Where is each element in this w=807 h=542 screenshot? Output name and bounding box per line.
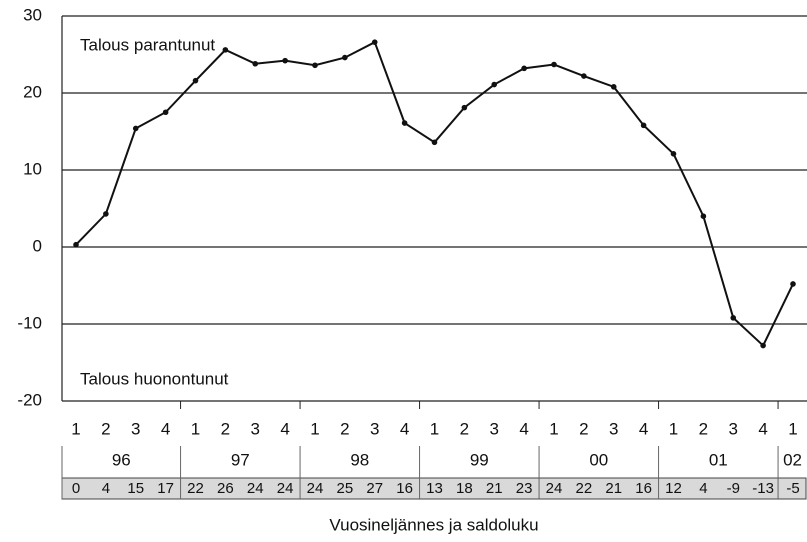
point — [252, 60, 259, 67]
point — [282, 57, 288, 64]
value-label: 13 — [426, 480, 443, 497]
x-tick-label: 4 — [161, 419, 170, 438]
point — [670, 151, 677, 157]
value-label: 4 — [699, 480, 707, 497]
point — [610, 84, 617, 90]
value-label: -13 — [752, 480, 774, 497]
x-tick-label: 2 — [101, 419, 110, 438]
x-tick-label: 1 — [549, 419, 558, 438]
value-label: 22 — [576, 480, 593, 497]
x-axis-label: Vuosineljännes ja saldoluku — [329, 515, 538, 534]
point — [760, 342, 766, 349]
value-label: 25 — [337, 480, 354, 497]
group-label: 98 — [350, 450, 369, 469]
group-label: 96 — [112, 450, 131, 469]
y-tick-label: 0 — [33, 236, 42, 255]
value-label: 24 — [247, 480, 264, 497]
x-tick-label: 3 — [490, 419, 499, 438]
value-label: 22 — [187, 480, 204, 497]
point — [581, 73, 587, 79]
x-tick-label: 3 — [251, 419, 260, 438]
point — [730, 315, 737, 321]
x-tick-label: 1 — [669, 419, 678, 438]
x-tick-label: 2 — [579, 419, 588, 438]
group-label: 97 — [231, 450, 250, 469]
point — [371, 39, 378, 45]
x-tick-label: 4 — [400, 419, 409, 438]
point — [461, 104, 468, 111]
point — [431, 139, 438, 146]
value-label: 27 — [366, 480, 383, 497]
x-tick-label: 2 — [699, 419, 708, 438]
point — [401, 120, 408, 126]
group-label: 00 — [589, 450, 608, 469]
point — [103, 211, 109, 217]
y-tick-label: -20 — [17, 390, 42, 409]
point — [551, 61, 557, 68]
value-label: 24 — [307, 480, 324, 497]
point — [73, 241, 79, 248]
point — [640, 122, 647, 129]
value-label: 15 — [127, 480, 144, 497]
value-label: 16 — [635, 480, 652, 497]
point — [790, 281, 796, 287]
point — [132, 125, 139, 132]
x-tick-label: 1 — [310, 419, 319, 438]
point — [700, 213, 707, 219]
group-label: 02 — [783, 450, 802, 469]
value-label: 18 — [456, 480, 473, 497]
value-label: -9 — [727, 480, 740, 497]
x-tick-label: 4 — [758, 419, 767, 438]
y-tick-label: 30 — [23, 5, 42, 24]
y-tick-label: 20 — [23, 82, 42, 101]
x-tick-label: 3 — [370, 419, 379, 438]
x-tick-label: 1 — [191, 419, 200, 438]
x-tick-label: 4 — [519, 419, 528, 438]
value-label: 26 — [217, 480, 234, 497]
x-tick-label: 1 — [71, 419, 80, 438]
x-tick-label: 4 — [280, 419, 289, 438]
x-tick-label: 2 — [221, 419, 230, 438]
point — [491, 81, 498, 88]
point — [342, 54, 348, 61]
x-tick-label: 2 — [340, 419, 349, 438]
x-tick-label: 2 — [460, 419, 469, 438]
x-tick-label: 1 — [788, 419, 797, 438]
value-label: 24 — [277, 480, 294, 497]
value-label: 24 — [546, 480, 563, 497]
value-label: 21 — [605, 480, 622, 497]
value-label: 4 — [102, 480, 110, 497]
y-tick-label: 10 — [23, 159, 42, 178]
group-label: 01 — [709, 450, 728, 469]
point — [192, 77, 199, 84]
value-label: 12 — [665, 480, 682, 497]
point — [222, 47, 229, 53]
x-tick-label: 3 — [131, 419, 140, 438]
value-label: -5 — [786, 480, 799, 497]
y-tick-label: -10 — [17, 313, 42, 332]
x-tick-label: 3 — [729, 419, 738, 438]
x-tick-label: 3 — [609, 419, 618, 438]
point — [312, 62, 318, 69]
group-label: 99 — [470, 450, 489, 469]
annotation: Talous parantunut — [80, 35, 215, 54]
x-tick-label: 1 — [430, 419, 439, 438]
point — [521, 65, 527, 72]
value-label: 0 — [72, 480, 80, 497]
annotation: Talous huonontunut — [80, 369, 229, 388]
x-tick-label: 4 — [639, 419, 648, 438]
value-label: 16 — [396, 480, 413, 497]
value-label: 23 — [516, 480, 533, 497]
value-label: 21 — [486, 480, 503, 497]
value-label: 17 — [157, 480, 174, 497]
point — [162, 109, 169, 116]
line — [75, 40, 794, 348]
